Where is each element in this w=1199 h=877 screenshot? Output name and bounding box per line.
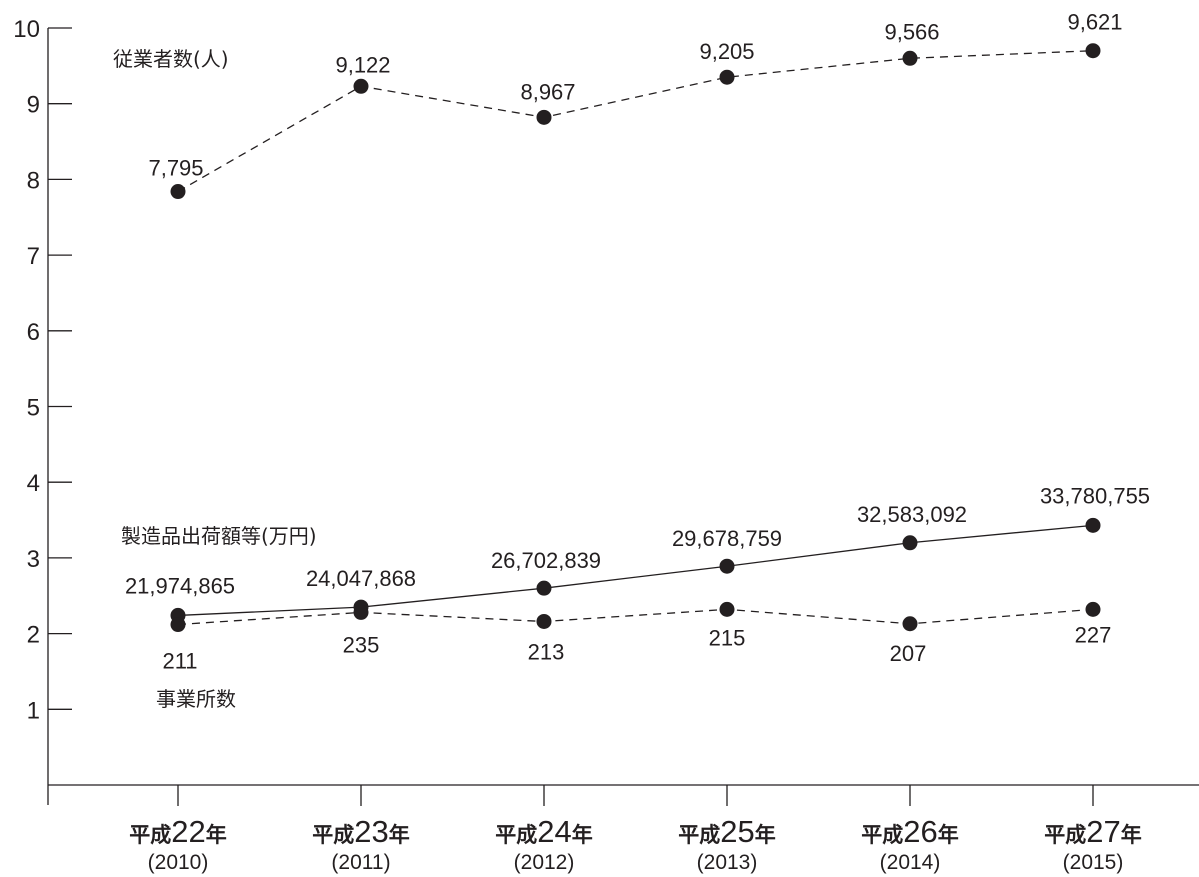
era-suffix: 年 [572,823,593,847]
value-label: 8,967 [520,79,575,104]
y-tick-label: 2 [27,622,40,649]
data-point [719,69,735,85]
y-tick-label: 6 [27,319,40,346]
data-point [902,616,918,632]
y-tick-label: 8 [27,167,40,194]
era-number: 27 [1086,814,1120,849]
y-tick-label: 5 [27,395,40,422]
x-year-label: (2011) [331,851,390,874]
value-label: 9,122 [335,52,390,77]
data-point [1085,43,1101,59]
era-prefix: 平成 [129,823,171,847]
value-label: 213 [528,639,565,664]
x-year-label: (2015) [1063,851,1124,874]
x-year-label: (2012) [514,851,575,874]
y-tick-label: 1 [27,697,40,724]
value-labels: 7,795 9,122 8,967 9,205 9,566 9,621 21,974,865… [125,10,1150,674]
x-category-label: 平成25年 [678,814,775,849]
series-names: 従業者数(人) 製造品出荷額等(万円) 事業所数 [113,47,317,711]
era-prefix: 平成 [861,823,903,847]
data-point [536,580,552,596]
data-point [536,613,552,629]
era-suffix: 年 [206,823,227,847]
value-label: 33,780,755 [1040,483,1150,508]
era-suffix: 年 [755,823,776,847]
series-line-2 [177,608,1094,626]
x-category-label: 平成23年 [312,814,409,849]
era-prefix: 平成 [495,823,537,847]
era-suffix: 年 [389,823,410,847]
data-point [353,78,369,94]
series-line-0 [177,50,1094,193]
value-label: 24,047,868 [306,566,416,591]
x-category-label: 平成26年 [861,814,958,849]
data-point [536,109,552,125]
x-axis-ticks: 平成22年(2010)平成23年(2011)平成24年(2012)平成25年(2… [129,785,1142,874]
series-name-shipments: 製造品出荷額等(万円) [121,524,317,548]
series-lines [177,50,1094,626]
value-label: 207 [890,641,927,666]
value-label: 32,583,092 [857,502,967,527]
value-label: 7,795 [148,156,203,181]
era-prefix: 平成 [312,823,354,847]
data-point [902,535,918,551]
data-point [1085,601,1101,617]
y-tick-label: 4 [27,470,40,497]
data-point [719,558,735,574]
y-tick-label: 3 [27,546,40,573]
axes [47,28,1199,805]
value-label: 235 [343,632,380,657]
era-number: 26 [903,814,937,849]
era-prefix: 平成 [678,823,720,847]
era-suffix: 年 [938,823,959,847]
era-number: 22 [171,814,205,849]
value-label: 21,974,865 [125,573,235,598]
data-point [902,50,918,66]
value-label: 227 [1075,622,1112,647]
x-year-label: (2010) [148,851,209,874]
value-label: 9,621 [1067,10,1122,35]
x-year-label: (2013) [697,851,758,874]
series-name-employees: 従業者数(人) [113,47,229,71]
data-point [170,184,186,200]
y-tick-label: 7 [27,243,40,270]
y-axis-ticks: 1 2 3 4 5 6 7 8 9 10 [13,16,72,724]
series-name-establishments: 事業所数 [156,687,236,711]
data-point [170,617,186,633]
value-label: 26,702,839 [491,548,601,573]
value-label: 211 [162,649,197,674]
x-category-label: 平成24年 [495,814,592,849]
x-category-label: 平成22年 [129,814,226,849]
value-label: 9,566 [884,19,939,44]
x-category-label: 平成27年 [1044,814,1141,849]
era-suffix: 年 [1121,823,1142,847]
era-number: 23 [354,814,388,849]
value-label: 29,678,759 [672,526,782,551]
value-label: 9,205 [699,39,754,64]
y-tick-label: 9 [27,92,40,119]
data-point [1085,517,1101,533]
era-number: 25 [720,814,754,849]
data-point [353,604,369,620]
series-line-1 [177,524,1094,617]
x-year-label: (2014) [880,851,941,874]
value-label: 215 [709,625,746,650]
data-point [719,601,735,617]
y-tick-label: 10 [13,16,40,43]
era-number: 24 [537,814,571,849]
era-prefix: 平成 [1044,823,1086,847]
series-points [170,43,1101,633]
